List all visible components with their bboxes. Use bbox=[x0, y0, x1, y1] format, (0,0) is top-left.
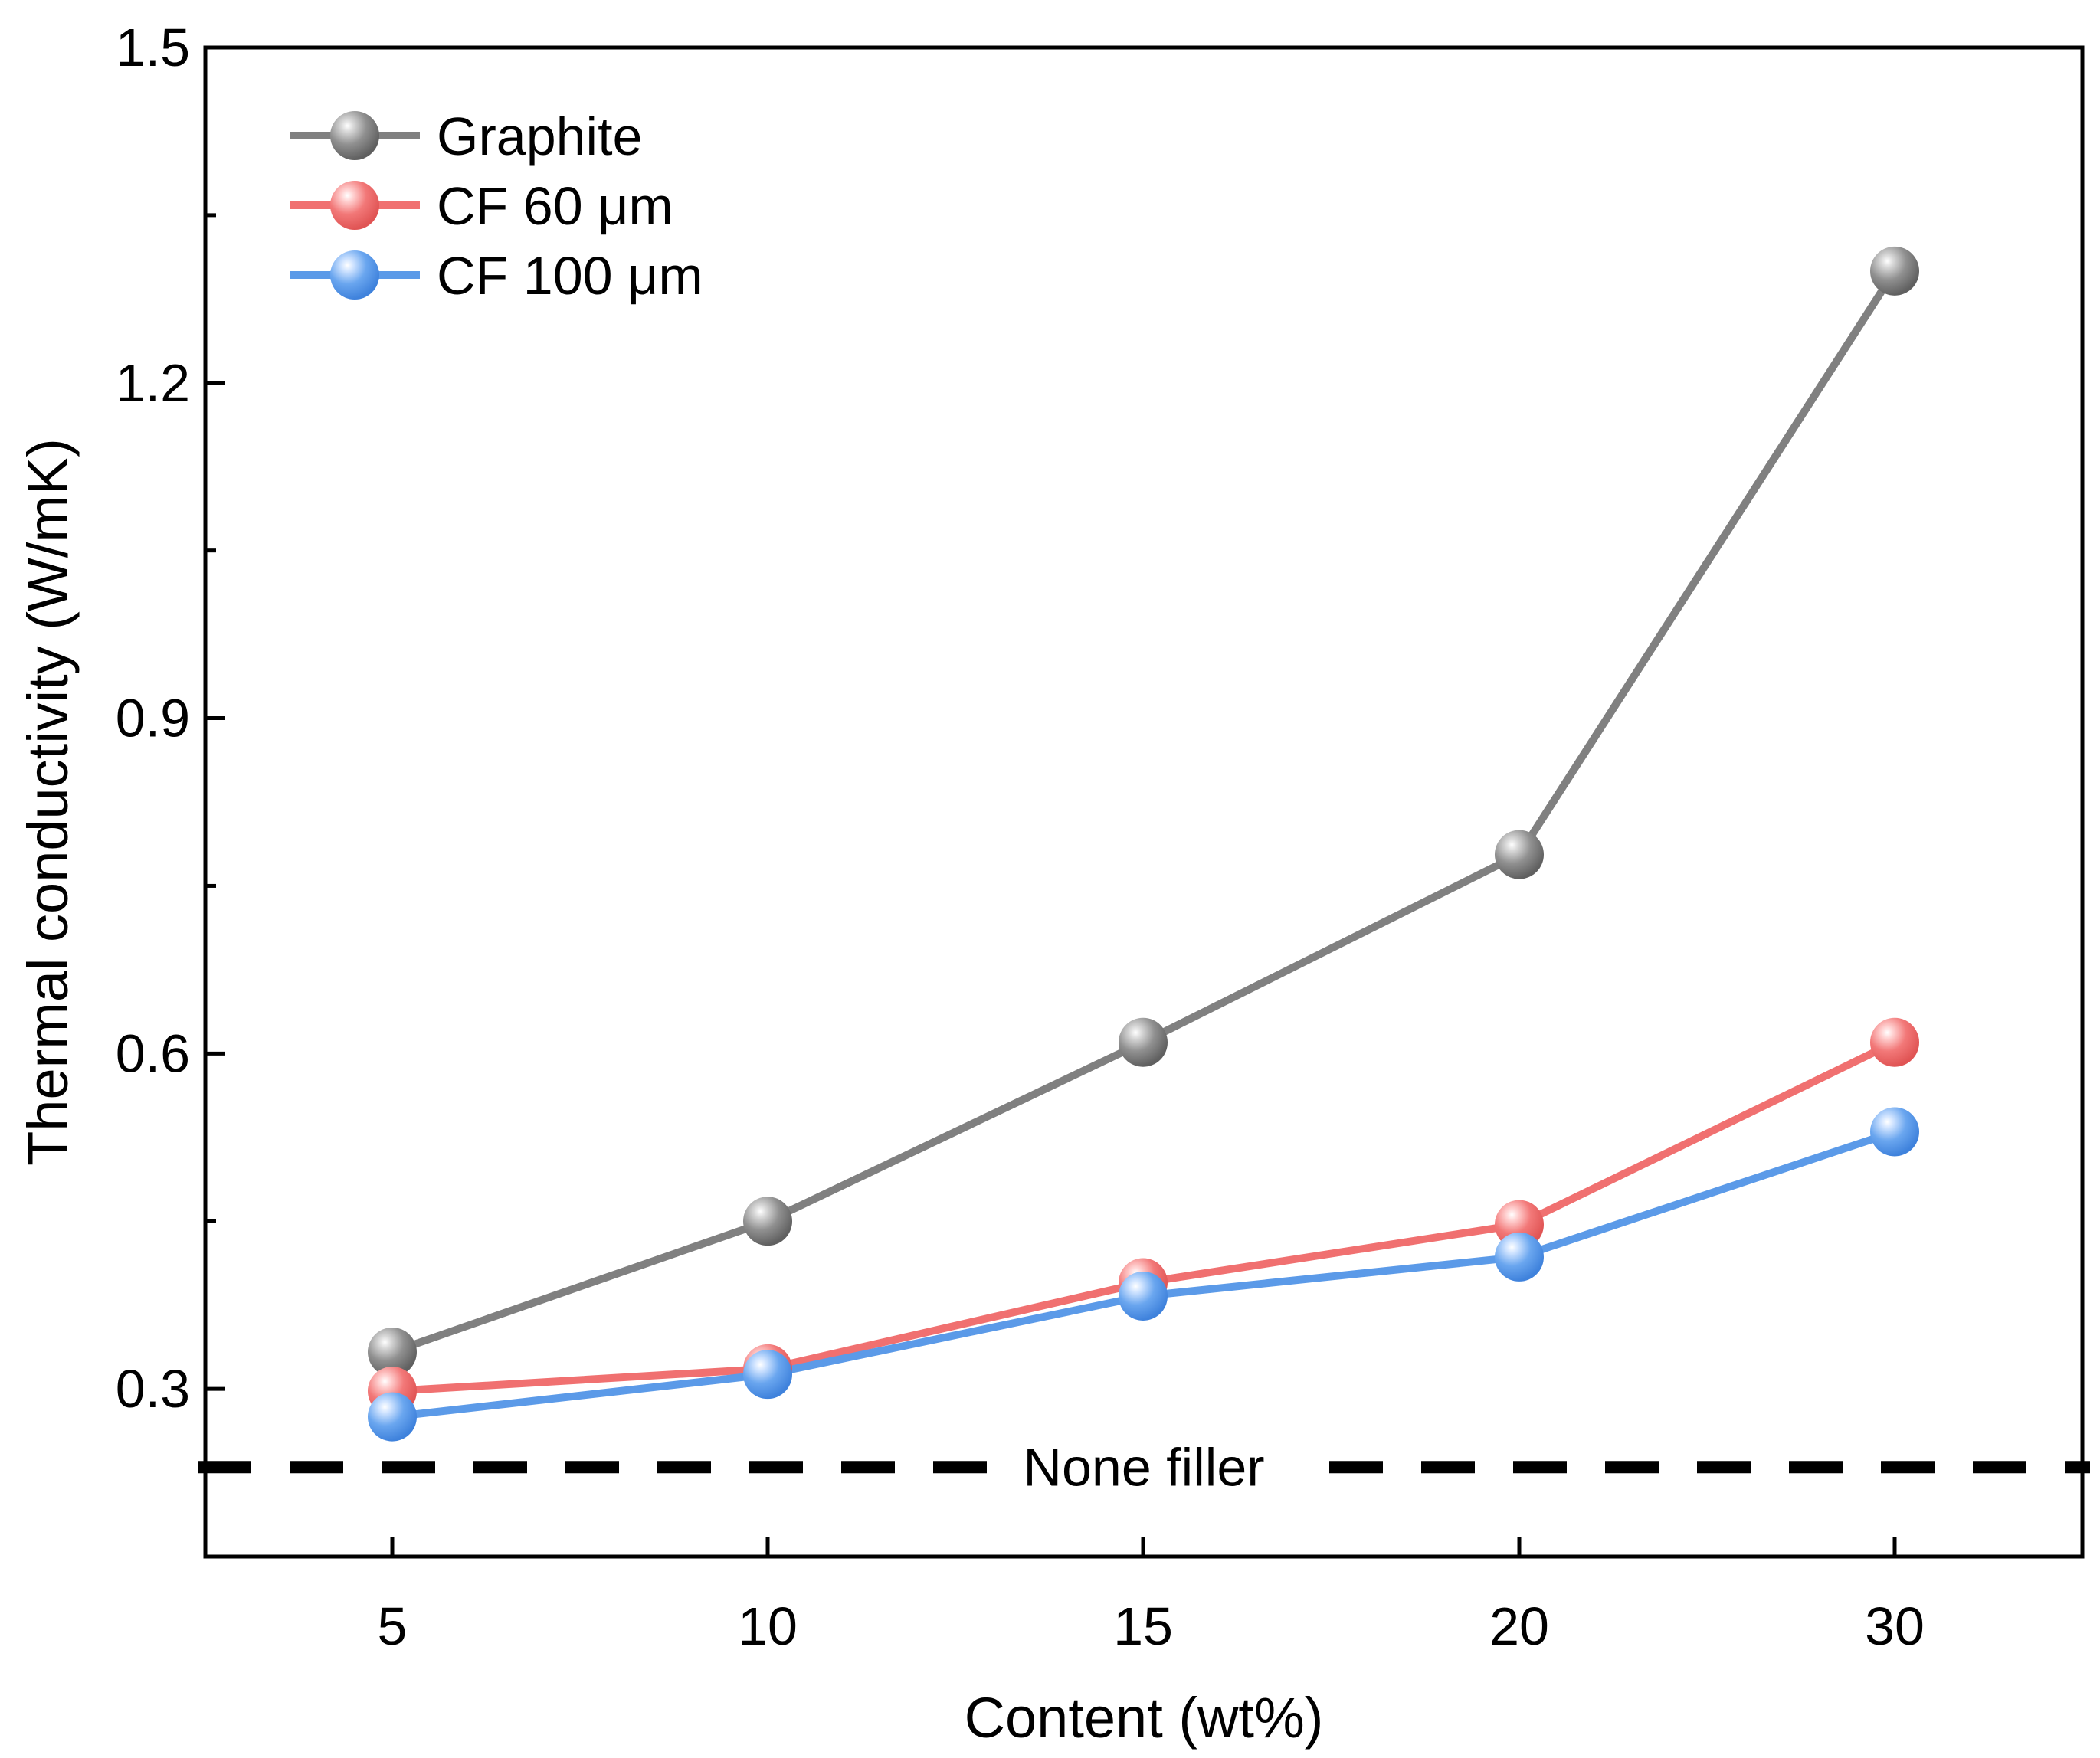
point-cf-100-20 bbox=[1495, 1232, 1544, 1282]
point-cf-60-30 bbox=[1870, 1017, 1919, 1067]
series-markers-cf-100 bbox=[368, 1107, 1919, 1442]
x-axis: 5 10 15 20 30 bbox=[378, 1537, 1925, 1656]
y-tick-label-0.3: 0.3 bbox=[116, 1359, 190, 1419]
legend-label-cf-60: CF 60 μm bbox=[437, 176, 673, 236]
x-axis-title: Content (wt%) bbox=[965, 1686, 1324, 1750]
x-tick-label-10: 10 bbox=[738, 1596, 798, 1656]
point-graphite-20 bbox=[1495, 830, 1544, 879]
point-cf-100-15 bbox=[1119, 1271, 1168, 1321]
x-tick-label-5: 5 bbox=[378, 1596, 408, 1656]
legend-marker-graphite bbox=[330, 111, 379, 160]
legend-label-graphite: Graphite bbox=[437, 106, 642, 166]
point-cf-100-5 bbox=[368, 1392, 417, 1442]
legend-label-cf-100: CF 100 μm bbox=[437, 246, 703, 306]
point-graphite-30 bbox=[1870, 246, 1919, 296]
y-minor-ticks bbox=[205, 213, 216, 1223]
series-markers-graphite bbox=[368, 246, 1919, 1377]
y-axis-title: Thermal conductivity (W/mK) bbox=[16, 438, 80, 1166]
point-graphite-15 bbox=[1119, 1017, 1168, 1067]
point-cf-100-10 bbox=[743, 1350, 792, 1400]
x-tick-label-20: 20 bbox=[1489, 1596, 1549, 1656]
series-line-graphite bbox=[391, 269, 1899, 1356]
y-axis: 0.3 0.6 0.9 1.2 1.5 bbox=[116, 18, 225, 1419]
legend: Graphite CF 60 μm CF 100 μm bbox=[290, 106, 703, 306]
series-line-cf-60 bbox=[391, 1039, 1897, 1396]
point-graphite-10 bbox=[743, 1197, 792, 1246]
x-tick-label-30: 30 bbox=[1865, 1596, 1925, 1656]
y-tick-label-1.2: 1.2 bbox=[116, 353, 190, 413]
y-tick-label-1.5: 1.5 bbox=[116, 18, 190, 77]
x-tick-label-15: 15 bbox=[1113, 1596, 1173, 1656]
series-markers-cf-60 bbox=[368, 1017, 1919, 1416]
point-graphite-5 bbox=[368, 1327, 417, 1377]
y-tick-label-0.6: 0.6 bbox=[116, 1023, 190, 1083]
legend-marker-cf-100 bbox=[330, 250, 379, 300]
point-cf-100-30 bbox=[1870, 1107, 1919, 1157]
y-tick-label-0.9: 0.9 bbox=[116, 689, 190, 748]
legend-marker-cf-60 bbox=[330, 181, 379, 230]
reference-line-label: None filler bbox=[1023, 1437, 1264, 1497]
reference-line-group: None filler bbox=[198, 1437, 2090, 1497]
